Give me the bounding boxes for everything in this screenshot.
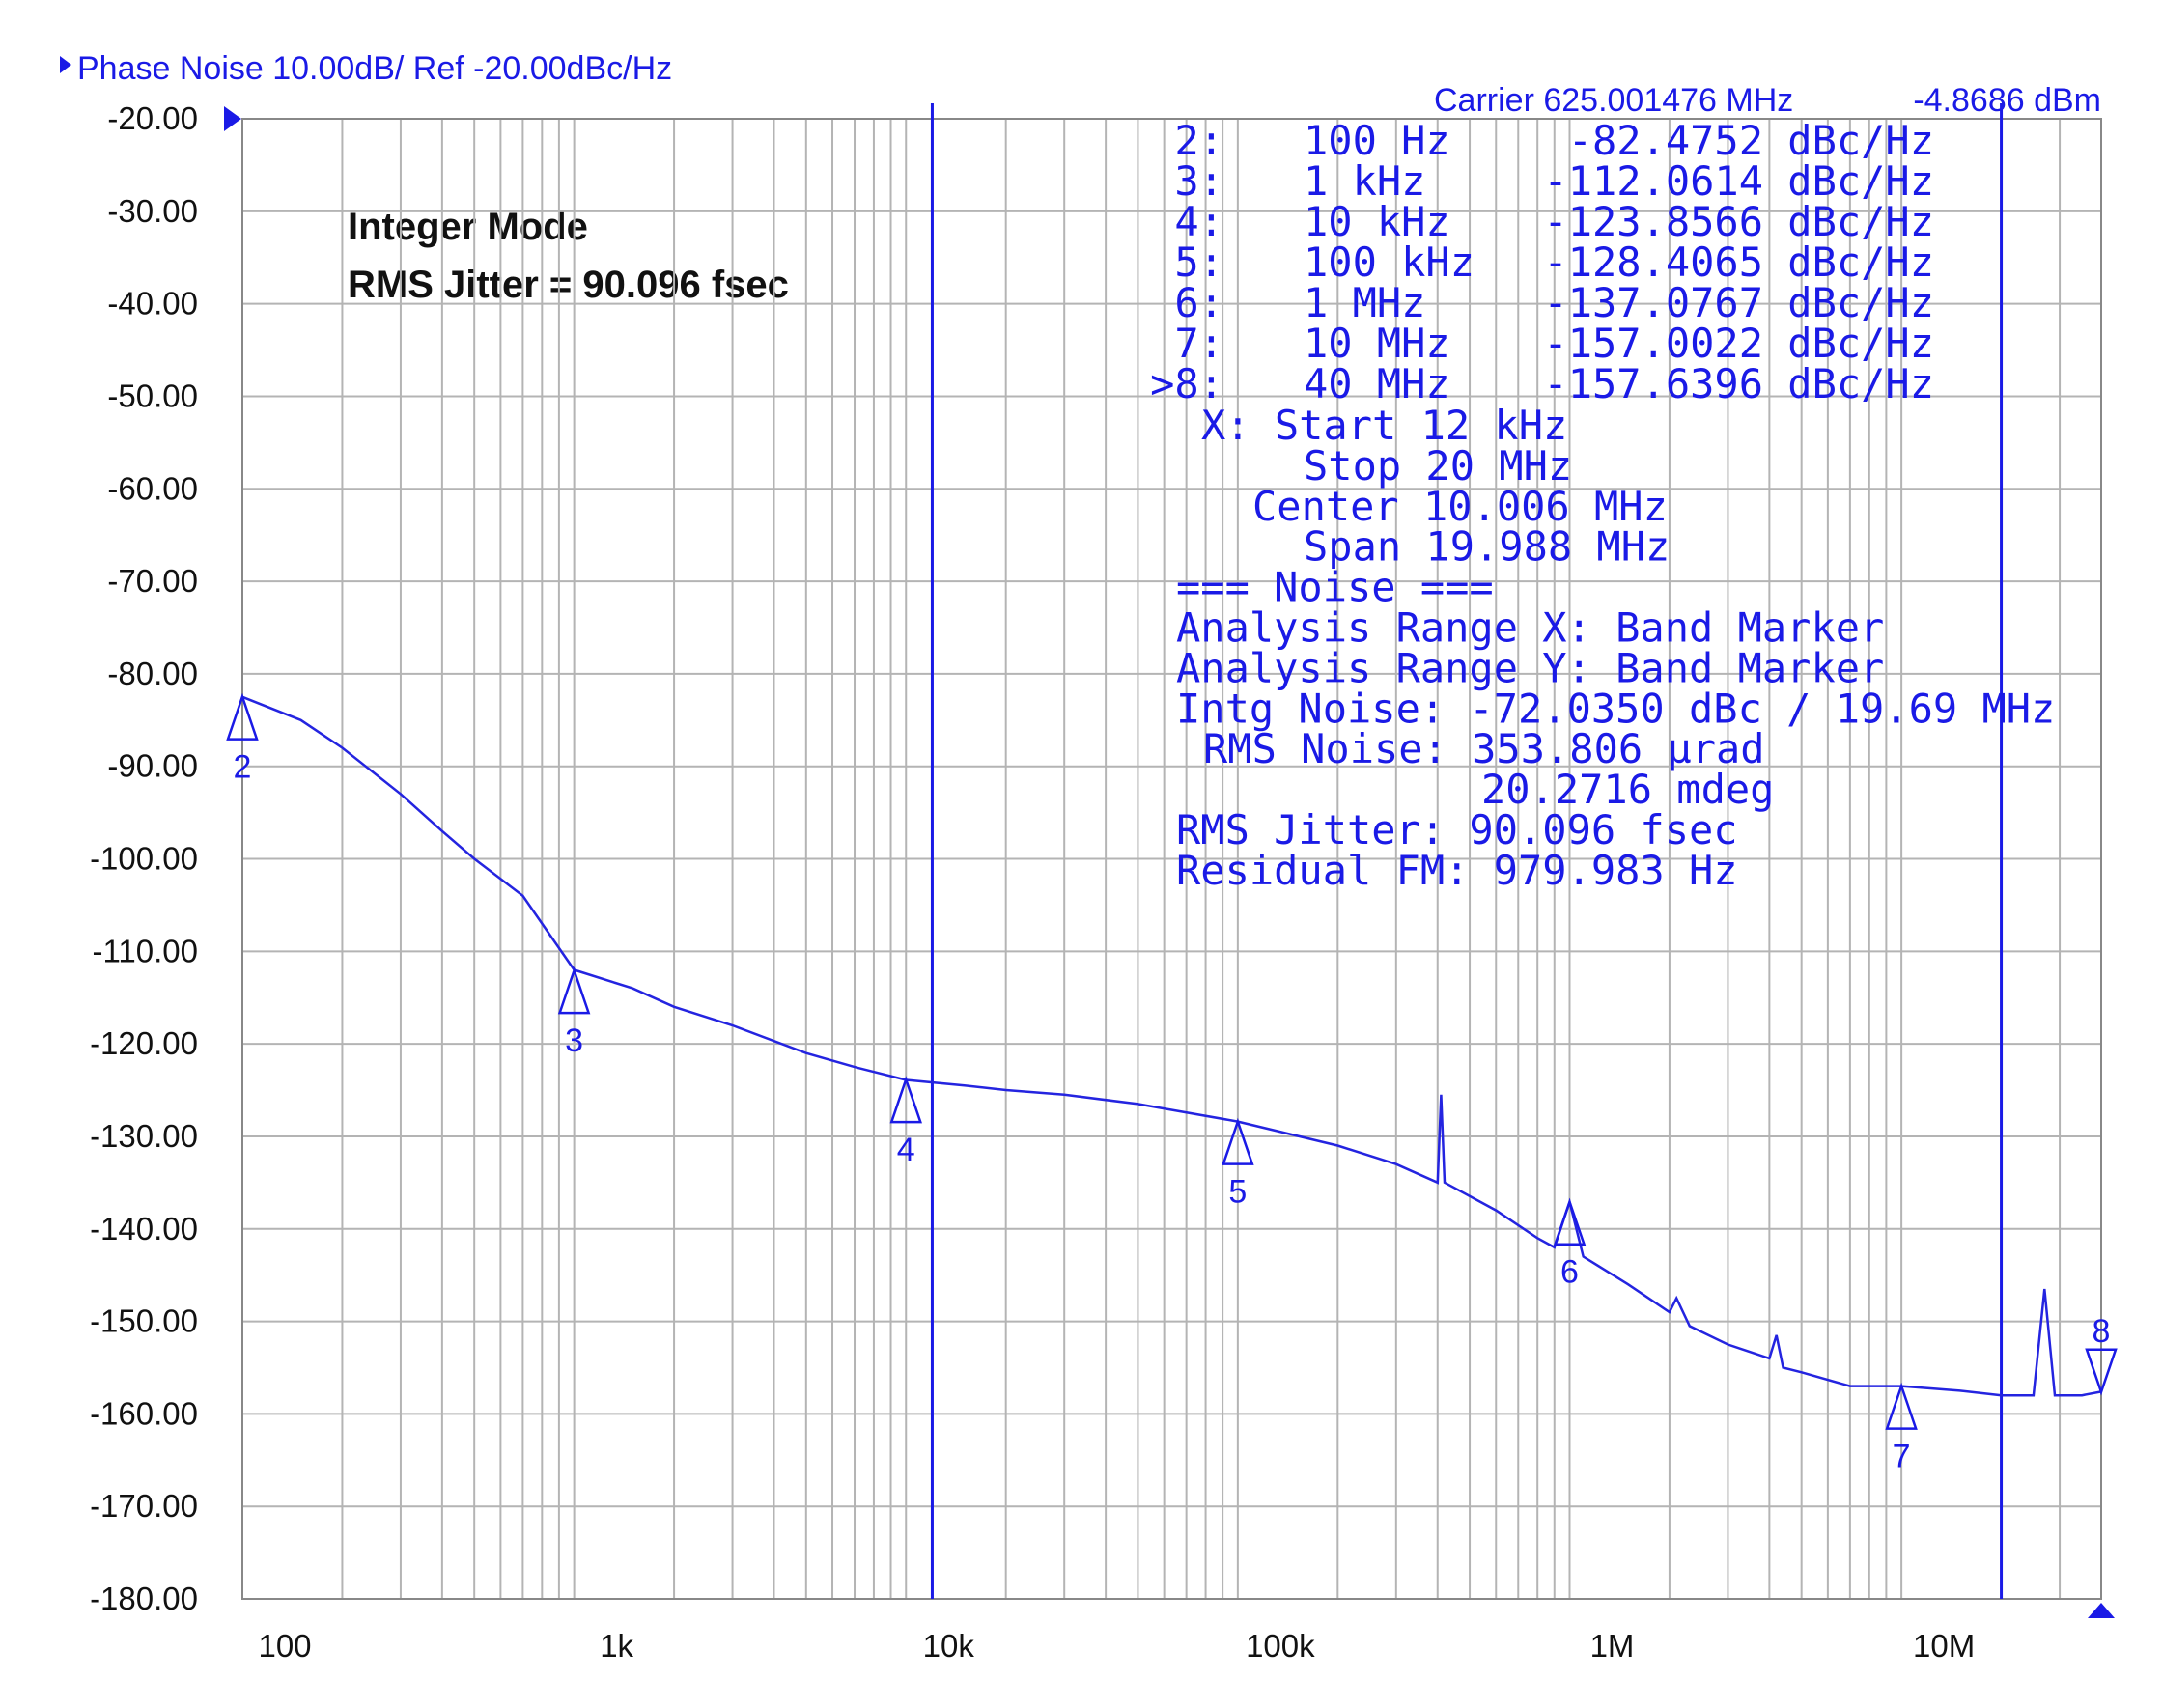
- trace: [241, 695, 2102, 1397]
- y-tick-label: -150.00: [90, 1303, 198, 1339]
- y-tick-label: -40.00: [107, 286, 198, 322]
- y-tick-label: -100.00: [90, 841, 198, 877]
- y-tick-label: -70.00: [107, 563, 198, 599]
- readout-line: Residual FM: 979.983 Hz: [1176, 847, 1738, 894]
- marker-label: 6: [1560, 1254, 1579, 1291]
- marker-freq: 40 MHz: [1304, 360, 1450, 407]
- readout-line: Analysis Range X: Band Marker: [1176, 604, 1884, 652]
- readout-line: Stop 20 MHz: [1304, 442, 1572, 490]
- marker-tag: 2:: [1174, 117, 1223, 164]
- x-tick-label: 100: [258, 1628, 311, 1664]
- marker: [226, 692, 259, 741]
- title-arrow: [60, 56, 71, 73]
- marker: [1553, 1197, 1587, 1246]
- readout-line: Intg Noise: -72.0350 dBc / 19.69 MHz: [1176, 685, 2055, 732]
- readout-line: X: Start 12 kHz: [1201, 402, 1567, 449]
- y-tick-label: -130.00: [90, 1118, 198, 1154]
- marker-tag: 7:: [1174, 320, 1223, 367]
- readout-line: RMS Jitter: 90.096 fsec: [1176, 806, 1738, 854]
- annotation: Integer Mode: [348, 206, 588, 248]
- y-tick-label: -180.00: [90, 1581, 198, 1616]
- marker-label: 4: [897, 1132, 915, 1168]
- readout-line: Span 19.988 MHz: [1304, 523, 1670, 571]
- y-tick-label: -140.00: [90, 1211, 198, 1246]
- corner-marker: [2088, 1603, 2115, 1618]
- marker: [1885, 1382, 1918, 1430]
- y-tick-label: -110.00: [93, 933, 198, 968]
- marker-value: -82.4752 dBc/Hz: [1568, 117, 1934, 164]
- x-tick-label: 10M: [1913, 1628, 1975, 1664]
- marker: [2085, 1348, 2118, 1396]
- marker-value: -128.4065 dBc/Hz: [1543, 238, 1934, 286]
- readout-line: Center 10.006 MHz: [1252, 483, 1668, 530]
- marker: [889, 1076, 922, 1124]
- marker-value: -123.8566 dBc/Hz: [1543, 198, 1934, 245]
- marker-freq: 10 kHz: [1304, 198, 1450, 245]
- y-tick-label: -30.00: [107, 193, 198, 229]
- marker-tag: >8:: [1150, 360, 1223, 407]
- marker-value: -157.0022 dBc/Hz: [1543, 320, 1934, 367]
- marker-freq: 1 kHz: [1304, 157, 1425, 205]
- marker-tag: 6:: [1174, 279, 1223, 326]
- x-tick-label: 10k: [923, 1628, 975, 1664]
- y-tick-label: -60.00: [107, 470, 198, 506]
- readout-line: RMS Noise: 353.806 µrad: [1203, 725, 1765, 772]
- annotation: RMS Jitter = 90.096 fsec: [348, 264, 789, 306]
- x-tick-label: 100k: [1246, 1628, 1315, 1664]
- marker-freq: 1 MHz: [1304, 279, 1425, 326]
- y-tick-label: -90.00: [107, 748, 198, 784]
- y-tick-label: -170.00: [90, 1488, 198, 1524]
- marker-freq: 100 Hz: [1304, 117, 1450, 164]
- y-tick-label: -120.00: [90, 1025, 198, 1061]
- marker-tag: 4:: [1174, 198, 1223, 245]
- ref-marker: [224, 106, 241, 131]
- readout-line: Analysis Range Y: Band Marker: [1176, 644, 1884, 691]
- marker: [557, 966, 591, 1015]
- y-tick-label: -160.00: [90, 1395, 198, 1431]
- chart-title: Phase Noise 10.00dB/ Ref -20.00dBc/Hz: [77, 50, 672, 87]
- y-tick-label: -50.00: [107, 378, 198, 413]
- marker-value: -157.6396 dBc/Hz: [1543, 360, 1934, 407]
- y-tick-label: -80.00: [107, 656, 198, 691]
- x-tick-label: 1k: [600, 1628, 633, 1664]
- marker-label: 3: [565, 1022, 583, 1059]
- marker-tag: 5:: [1174, 238, 1223, 286]
- marker: [1222, 1117, 1254, 1165]
- marker-tag: 3:: [1174, 157, 1223, 205]
- marker-label: 2: [234, 749, 252, 786]
- carrier: Carrier 625.001476 MHz: [1434, 82, 1793, 119]
- marker-freq: 100 kHz: [1304, 238, 1475, 286]
- marker-freq: 10 MHz: [1304, 320, 1450, 367]
- readout-line: === Noise ===: [1176, 564, 1494, 611]
- plot-frame: [241, 118, 2102, 1600]
- marker-label: 7: [1893, 1439, 1911, 1475]
- readout-line: 20.2716 mdeg: [1481, 766, 1774, 813]
- carrier-power: -4.8686 dBm: [1913, 82, 2101, 119]
- y-tick-label: -20.00: [107, 100, 198, 136]
- marker-label: 5: [1228, 1174, 1247, 1211]
- marker-value: -112.0614 dBc/Hz: [1543, 157, 1934, 205]
- marker-value: -137.0767 dBc/Hz: [1543, 279, 1934, 326]
- x-tick-label: 1M: [1590, 1628, 1635, 1664]
- marker-label: 8: [2093, 1313, 2111, 1350]
